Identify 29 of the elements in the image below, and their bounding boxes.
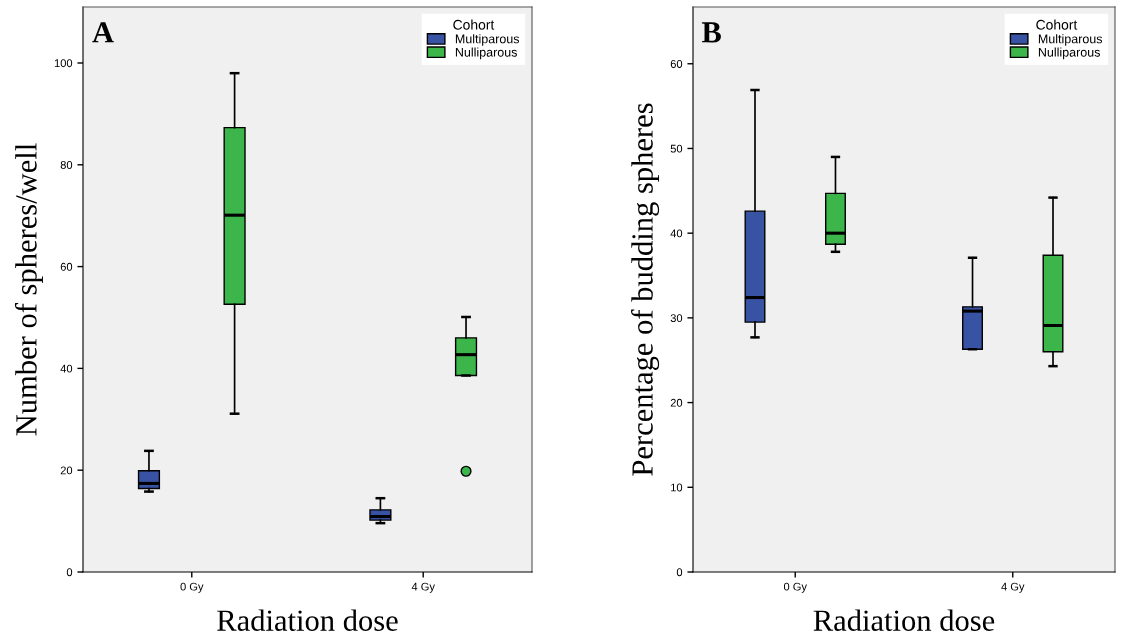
legend-label: Nulliparous (1038, 47, 1100, 60)
x-tick-label: 0 Gy (783, 582, 807, 593)
y-tick-label: 40 (60, 364, 73, 373)
y-tick-label: 40 (670, 229, 683, 238)
x-tick-label: 4 Gy (411, 582, 435, 593)
y-tick-label: 80 (60, 161, 73, 169)
y-tick-label: 20 (60, 466, 73, 475)
x-axis-title: Radiation dose (813, 609, 995, 631)
legend-title: Cohort (453, 19, 495, 30)
y-tick-label: 30 (670, 314, 683, 323)
y-axis-title: Percentage of budding spheres (631, 103, 660, 476)
y-tick-label: 50 (670, 144, 683, 153)
y-tick-label: 60 (60, 262, 73, 271)
chart-title: B (701, 22, 721, 43)
y-axis-title: Number of spheres/well (14, 143, 43, 436)
y-tick-label: 20 (670, 398, 683, 407)
legend-label: Nulliparous (455, 47, 517, 60)
y-tick-label: 0 (66, 568, 73, 577)
y-tick-label: 0 (676, 568, 683, 577)
legend-label: Multiparous (455, 34, 520, 46)
y-tick-label: 10 (671, 483, 683, 492)
chart-title: A (92, 22, 114, 43)
legend-label: Multiparous (1038, 34, 1103, 46)
y-tick-label: 100 (54, 59, 73, 68)
x-tick-label: 0 Gy (180, 582, 204, 593)
legend-title: Cohort (1036, 19, 1078, 30)
x-tick-label: 4 Gy (1001, 582, 1025, 593)
x-axis-title: Radiation dose (217, 609, 398, 631)
y-tick-label: 60 (670, 60, 683, 68)
